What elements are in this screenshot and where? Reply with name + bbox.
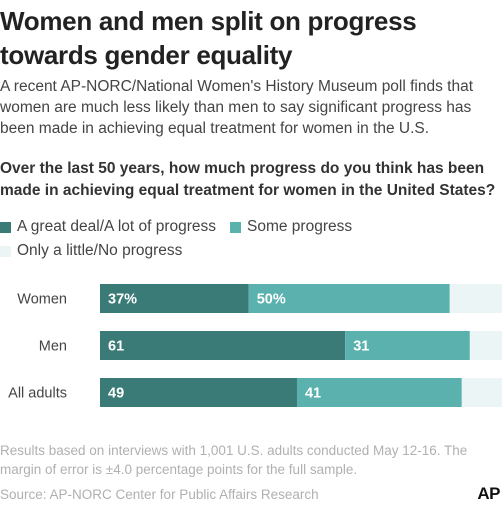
footnote: Results based on interviews with 1,001 U… [0,443,468,477]
source-note: Source: AP-NORC Center for Public Affair… [0,487,319,502]
ap-logo: AP [477,484,500,503]
title-line-1: Women and men split on progress [0,6,417,36]
bar-all-adults-some-progress [296,378,462,407]
bar-all-adults-a-great-deal-a-lot-of-progress [100,378,297,407]
category-label-all-adults: All adults [8,386,67,402]
legend-item-some: Some progress [230,218,352,236]
legend-label-great-deal: A great deal/A lot of progress [17,218,217,235]
legend-item-little: Only a little/No progress [0,242,182,260]
data-label-women-some-progress: 50% [257,292,286,308]
bar-all-adults-only-a-little-no-progress [461,378,502,407]
data-label-all-adults-a-great-deal-a-lot-of-progress: 49 [108,386,124,402]
legend-label-little: Only a little/No progress [17,242,183,259]
legend-swatch-some [230,221,241,233]
data-label-men-a-great-deal-a-lot-of-progress: 61 [108,339,124,355]
survey-question: Over the last 50 years, how much progres… [0,160,496,199]
stacked-bar-chart: Women 37% 50% Men 61 31 All adults 49 41 [8,284,502,407]
category-label-women: Women [17,292,67,308]
legend-label-some: Some progress [247,218,353,235]
legend-swatch-little [0,245,11,257]
chart-subtitle: A recent AP-NORC/National Women's Histor… [0,78,474,137]
bar-women-some-progress [248,284,450,313]
legend-swatch-great-deal [0,221,11,233]
data-label-all-adults-some-progress: 41 [305,386,321,402]
data-label-men-some-progress: 31 [353,339,369,355]
title-line-2: towards gender equality [0,40,293,70]
data-label-women-a-great-deal-a-lot-of-progress: 37% [108,292,137,308]
bar-men-a-great-deal-a-lot-of-progress [100,331,346,360]
bar-men-only-a-little-no-progress [469,331,502,360]
bar-women-a-great-deal-a-lot-of-progress [100,284,249,313]
chart-title: Women and men split on progress towards … [0,4,500,72]
legend-item-great-deal: A great deal/A lot of progress [0,218,216,236]
category-label-men: Men [39,339,67,355]
bar-men-some-progress [345,331,470,360]
bar-women-only-a-little-no-progress [449,284,502,313]
